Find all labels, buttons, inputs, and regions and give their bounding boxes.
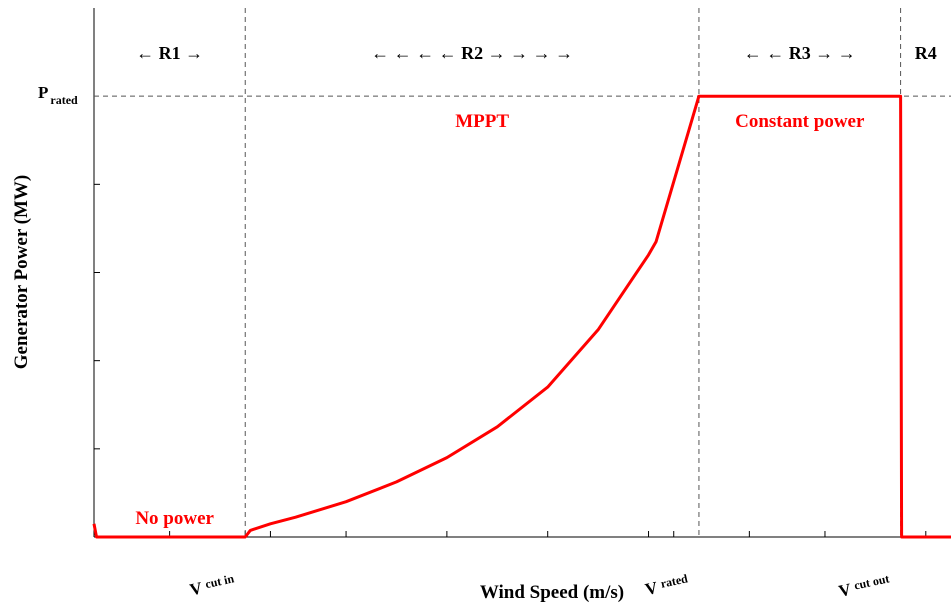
annotation-label: Constant power [735, 111, 865, 132]
x-marker-subscript-cut_in: cut in [204, 571, 236, 591]
region-label: R4 [915, 43, 937, 63]
annotation-label: MPPT [455, 111, 509, 132]
reference-lines [94, 8, 951, 537]
x-axis-title: Wind Speed (m/s) [480, 582, 624, 603]
x-marker-label-cut_in: Vcut in [188, 571, 237, 599]
chart-labels: ← R1 → ← ← ← ← R2 → → → → ← ← R3 → → R4 No p… [38, 43, 937, 601]
plot-frame [93, 8, 951, 538]
region-label: ← ← R3 → → [744, 43, 856, 63]
axis-ticks [94, 183, 927, 537]
series-layer [92, 94, 951, 539]
power-curve-line [92, 94, 951, 539]
y-marker-subscript-rated: rated [50, 93, 78, 107]
x-marker-label-rated: Vrated [643, 571, 690, 599]
y-axis-title: Generator Power (MW) [11, 175, 32, 370]
annotation-label: No power [135, 508, 214, 529]
region-label: ← R1 → [136, 43, 203, 63]
region-label: ← ← ← ← R2 → → → → [371, 43, 573, 63]
x-marker-subscript-cut_out: cut out [853, 571, 891, 592]
x-marker-label-cut_out: Vcut out [837, 571, 892, 600]
x-marker-subscript-rated: rated [659, 571, 689, 590]
